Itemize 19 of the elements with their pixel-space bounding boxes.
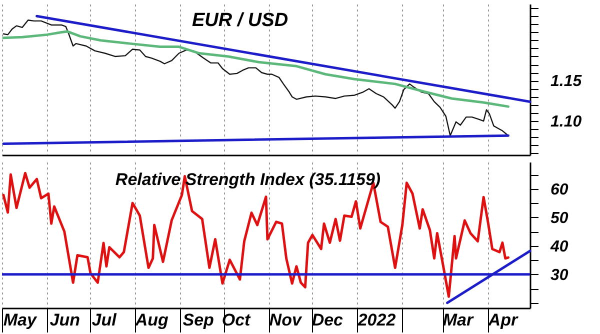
x-tick-label: Jun (50, 310, 80, 330)
y-tick-label: 50 (550, 210, 568, 227)
line-series (2, 30, 510, 108)
x-tick-label: Mar (442, 310, 474, 330)
x-tick-label: Dec (312, 310, 344, 330)
x-tick-label: Aug (134, 310, 170, 330)
chart-title: EUR / USD (192, 10, 288, 31)
x-tick-label: May (3, 310, 38, 330)
y-tick-label: 1.15 (550, 73, 583, 90)
x-tick-label: Jul (92, 310, 118, 330)
y-tick-label: 30 (550, 266, 568, 284)
y-tick-label: 60 (550, 181, 568, 198)
y-tick-label: 1.10 (550, 114, 582, 131)
x-tick-label: 2022 (356, 310, 396, 330)
line-series (2, 172, 510, 298)
x-tick-label: Apr (487, 310, 519, 330)
x-tick-label: Sep (182, 310, 214, 330)
y-tick-label: 40 (550, 238, 568, 256)
x-tick-label: Nov (269, 310, 303, 330)
